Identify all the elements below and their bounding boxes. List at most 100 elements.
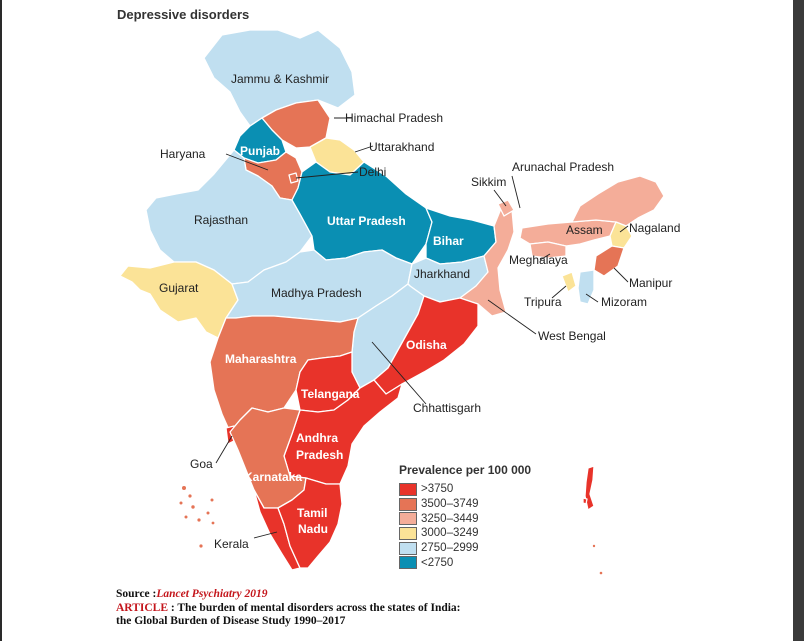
label-punjab: Punjab [240, 144, 280, 158]
legend-item: 3000–3249 [399, 526, 531, 541]
label-assam: Assam [566, 223, 603, 237]
region-andaman-nicobar-island[interactable] [582, 497, 588, 505]
legend-label: 3250–3449 [421, 512, 479, 525]
region-delhi[interactable] [288, 172, 299, 184]
source-citation: Source :Lancet Psychiatry 2019 ARTICLE :… [116, 588, 461, 629]
legend-swatch [399, 482, 417, 496]
legend-swatch [399, 497, 417, 511]
label-madhya-pradesh: Madhya Pradesh [271, 286, 362, 300]
leader-line [354, 145, 374, 153]
legend-swatch [399, 512, 417, 526]
legend-swatch [399, 556, 417, 570]
legend-title: Prevalence per 100 000 [399, 463, 532, 477]
label-telangana: Telangana [301, 387, 360, 401]
label-delhi: Delhi [359, 165, 386, 179]
region-west-bengal[interactable] [459, 205, 515, 317]
label-mizoram: Mizoram [601, 295, 647, 309]
label-nadu: Nadu [298, 522, 328, 536]
island-dot [199, 544, 203, 548]
source-journal: Lancet Psychiatry 2019 [156, 588, 268, 600]
region-mizoram[interactable] [577, 269, 595, 305]
legend-item: 3250–3449 [399, 511, 531, 526]
article-title-1: : The burden of mental disorders across … [168, 601, 461, 614]
label-uttarakhand: Uttarakhand [369, 140, 434, 154]
label-jammu-kashmir: Jammu & Kashmir [231, 72, 329, 86]
legend-label: 3000–3249 [421, 527, 479, 540]
label-chhattisgarh: Chhattisgarh [413, 401, 481, 415]
label-bihar: Bihar [433, 234, 464, 248]
leader-line [253, 531, 278, 539]
label-gujarat: Gujarat [159, 281, 199, 295]
state-labels: Jammu & Kashmir Himachal Pradesh Punjab … [159, 72, 680, 551]
label-arunachal-pradesh: Arunachal Pradesh [512, 160, 614, 174]
region-odisha[interactable] [373, 295, 479, 395]
leader-line [619, 225, 629, 233]
label-maharashtra: Maharashtra [225, 352, 297, 366]
region-tamil-nadu[interactable] [277, 477, 343, 569]
article-line: ARTICLE : The burden of mental disorders… [116, 602, 461, 616]
label-pradesh: Pradesh [296, 448, 343, 462]
label-himachal-pradesh: Himachal Pradesh [345, 111, 443, 125]
leader-line [215, 435, 233, 464]
island-dot [206, 511, 210, 515]
label-tamil: Tamil [297, 506, 327, 520]
label-leader-lines [215, 117, 629, 539]
leader-line [371, 341, 427, 405]
article-label: ARTICLE [116, 601, 168, 614]
island-dot [179, 501, 183, 505]
leader-line [295, 171, 359, 179]
label-manipur: Manipur [629, 276, 672, 290]
map-title: Depressive disorders [117, 7, 250, 22]
label-sikkim: Sikkim [471, 175, 506, 189]
region-gujarat[interactable] [119, 261, 239, 339]
lakshadweep-islands [179, 486, 603, 575]
leader-line [225, 153, 269, 171]
window-frame-left [0, 0, 2, 641]
island-dot [197, 518, 201, 522]
label-tripura: Tripura [524, 295, 562, 309]
region-meghalaya[interactable] [529, 241, 567, 259]
source-label: Source : [116, 588, 157, 600]
legend-label: 3500–3749 [421, 498, 479, 511]
region-manipur[interactable] [593, 245, 625, 277]
island-dot [182, 486, 186, 490]
region-arunachal[interactable] [571, 175, 665, 227]
region-tripura[interactable] [561, 271, 577, 293]
label-goa: Goa [190, 457, 213, 471]
article-line-2: the Global Burden of Disease Study 1990–… [116, 615, 461, 629]
island-dot [211, 521, 215, 525]
island-dot [210, 498, 214, 502]
leader-line [613, 267, 629, 283]
legend-item: <2750 [399, 555, 531, 570]
island-dot [599, 571, 603, 575]
legend-item: >3750 [399, 482, 531, 497]
leader-line [493, 189, 507, 207]
label-west-bengal: West Bengal [538, 329, 606, 343]
label-meghalaya: Meghalaya [509, 253, 568, 267]
article-title-2: the Global Burden of Disease Study 1990–… [116, 615, 346, 627]
leader-line [539, 253, 551, 261]
legend-label: 2750–2999 [421, 542, 479, 555]
label-jharkhand: Jharkhand [414, 267, 470, 281]
label-haryana: Haryana [160, 147, 206, 161]
island-dot [184, 515, 188, 519]
legend-item: 2750–2999 [399, 541, 531, 556]
region-sikkim[interactable] [497, 199, 515, 217]
region-karnataka[interactable] [229, 407, 307, 509]
label-odisha: Odisha [406, 338, 447, 352]
legend-swatch [399, 526, 417, 540]
legend: Prevalence per 100 000 >3750 3500–3749 3… [399, 463, 531, 570]
legend-item: 3500–3749 [399, 497, 531, 512]
leader-line [551, 285, 567, 299]
source-line: Source :Lancet Psychiatry 2019 [116, 588, 461, 602]
label-rajasthan: Rajasthan [194, 213, 248, 227]
island-dot [188, 494, 192, 498]
island-dot [191, 505, 195, 509]
legend-swatch [399, 541, 417, 555]
leader-line [585, 293, 599, 303]
island-dot [592, 544, 596, 548]
label-karnataka: Karnataka [244, 470, 302, 484]
window-frame-right [793, 0, 804, 641]
label-andhra: Andhra [296, 431, 338, 445]
